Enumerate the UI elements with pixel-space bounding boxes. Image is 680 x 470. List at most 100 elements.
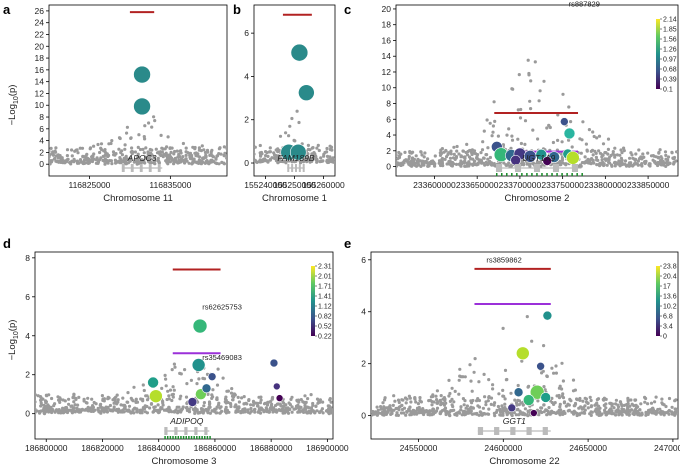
snp-point: [516, 383, 520, 388]
snp-point: [646, 402, 650, 406]
snp-point: [143, 124, 147, 128]
gene-exon: [552, 164, 560, 172]
snp-point: [580, 411, 584, 415]
snp-point: [455, 144, 459, 149]
snp-point: [317, 148, 321, 153]
snp-point: [426, 157, 430, 161]
snp-point: [284, 161, 288, 165]
snp-point: [450, 164, 454, 168]
snp-point: [173, 156, 177, 160]
snp-point: [567, 403, 571, 407]
snp-point: [517, 73, 521, 77]
snp-point: [296, 410, 300, 414]
snp-point: [152, 115, 156, 119]
snp-point: [430, 412, 434, 416]
snp-point: [132, 411, 136, 415]
snp-point: [526, 58, 530, 62]
snp-point: [193, 145, 197, 150]
gene-label: FAM189B: [277, 153, 314, 163]
snp-point: [141, 160, 146, 164]
snp-point: [422, 155, 426, 159]
snp-point: [195, 382, 199, 386]
annotation-tick: [190, 436, 193, 439]
snp-point: [416, 402, 420, 406]
snp-point: [172, 362, 176, 366]
snp-point: [613, 161, 617, 165]
snp-point: [38, 411, 42, 415]
snp-point: [282, 409, 286, 413]
snp-point: [292, 138, 296, 142]
y-tick-label: 4: [386, 130, 391, 140]
snp-point: [450, 386, 454, 390]
snp-point: [442, 396, 446, 400]
snp-point: [440, 157, 444, 161]
y-tick-label: 20: [35, 41, 45, 51]
snp-point: [316, 401, 320, 405]
snp-point: [469, 379, 473, 383]
snp-point: [595, 163, 599, 167]
gene-exon: [494, 427, 500, 435]
snp-point: [415, 412, 419, 416]
snp-point: [216, 154, 220, 158]
snp-point: [321, 411, 325, 415]
snp-point: [611, 150, 615, 154]
y-tick-label: 10: [35, 100, 45, 110]
snp-point: [623, 162, 627, 166]
snp-point: [421, 407, 425, 411]
colorbar-label: 0.97: [663, 57, 677, 64]
snp-point: [552, 411, 556, 415]
snp-point: [516, 108, 520, 112]
snp-point: [306, 143, 310, 147]
snp-point: [96, 142, 100, 147]
snp-point: [492, 100, 496, 104]
snp-point: [554, 364, 558, 368]
annotation-tick: [521, 173, 523, 176]
snp-point: [459, 405, 463, 409]
snp-point: [81, 154, 85, 158]
snp-point: [50, 159, 54, 163]
snp-point: [132, 385, 136, 389]
snp-point: [74, 397, 78, 401]
snp-point: [208, 160, 212, 164]
snp-point: [148, 154, 152, 158]
snp-point: [482, 156, 486, 160]
snp-point: [559, 408, 563, 412]
snp-point: [268, 407, 272, 411]
snp-point: [379, 407, 383, 411]
snp-point: [168, 146, 172, 150]
snp-point: [301, 160, 306, 164]
snp-point: [255, 404, 260, 408]
snp-point: [459, 155, 463, 159]
snp-point: [501, 388, 505, 392]
snp-point: [134, 159, 138, 163]
snp-point: [254, 152, 256, 156]
snp-point: [290, 405, 294, 409]
snp-point: [202, 404, 206, 408]
snp-point: [615, 408, 619, 412]
x-tick-label: 186800000: [25, 443, 68, 453]
snp-point: [537, 410, 541, 414]
snp-point: [466, 407, 470, 411]
snp-point: [589, 413, 593, 417]
snp-point: [332, 157, 335, 161]
snp-point: [671, 156, 675, 160]
snp-point: [225, 146, 227, 151]
snp-point: [567, 105, 571, 109]
snp-point: [75, 148, 79, 152]
snp-point: [35, 393, 37, 397]
snp-point: [185, 408, 189, 413]
panel-letter-c: c: [344, 2, 351, 17]
snp-point: [225, 156, 227, 160]
highlighted-variant: [530, 409, 538, 417]
snp-point: [415, 160, 419, 164]
snp-point: [562, 409, 566, 414]
snp-point: [168, 388, 173, 392]
snp-point: [307, 406, 311, 410]
snp-point: [492, 403, 496, 407]
snp-point: [152, 156, 156, 160]
annotation-tick: [169, 436, 172, 439]
snp-point: [588, 158, 592, 163]
snp-point: [311, 146, 315, 150]
gene-exon: [298, 164, 301, 172]
snp-point: [202, 401, 206, 405]
